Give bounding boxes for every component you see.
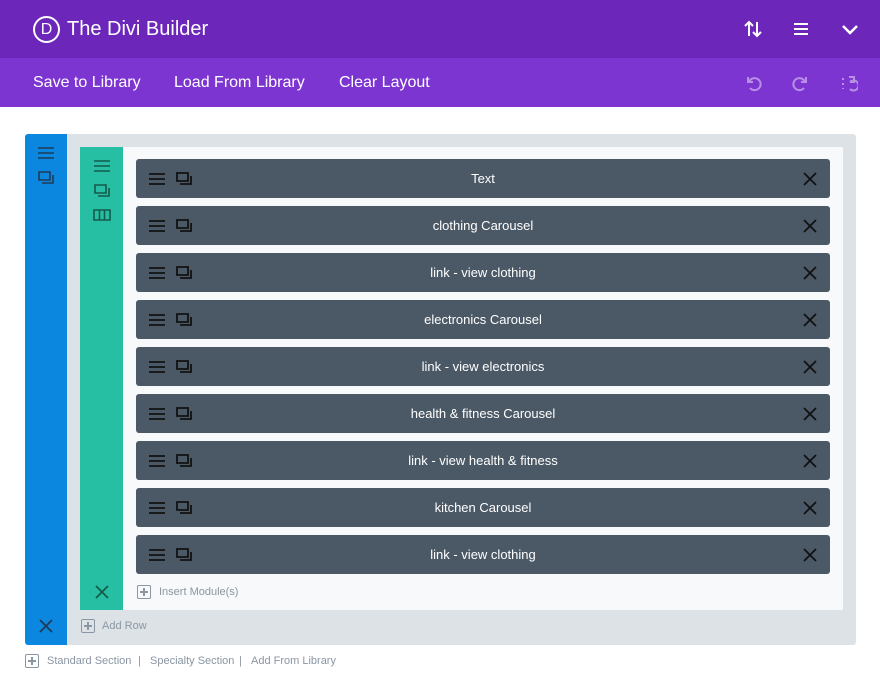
- drag-menu-icon[interactable]: [148, 546, 166, 564]
- module-item[interactable]: link - view electronics: [136, 347, 830, 386]
- module-item[interactable]: clothing Carousel: [136, 206, 830, 245]
- add-from-library-link[interactable]: Add From Library: [251, 655, 336, 667]
- drag-menu-icon[interactable]: [148, 499, 166, 517]
- drag-menu-icon[interactable]: [148, 405, 166, 423]
- row-handle[interactable]: [80, 147, 123, 610]
- duplicate-icon[interactable]: [93, 182, 111, 200]
- duplicate-icon[interactable]: [175, 358, 193, 376]
- module-label: kitchen Carousel: [434, 500, 532, 515]
- close-icon[interactable]: [801, 499, 819, 517]
- history-icon[interactable]: [840, 74, 858, 92]
- close-icon[interactable]: [801, 264, 819, 282]
- drag-menu-icon[interactable]: [148, 217, 166, 235]
- add-row-plus-icon[interactable]: [81, 619, 95, 633]
- standard-section-link[interactable]: Standard Section: [47, 655, 132, 667]
- module-label: link - view clothing: [430, 265, 536, 280]
- drag-menu-icon[interactable]: [148, 358, 166, 376]
- module-item[interactable]: link - view clothing: [136, 253, 830, 292]
- duplicate-icon[interactable]: [175, 217, 193, 235]
- delete-section-icon[interactable]: [37, 617, 55, 635]
- module-label: link - view health & fitness: [408, 453, 558, 468]
- drag-menu-icon[interactable]: [93, 157, 111, 175]
- specialty-section-link[interactable]: Specialty Section: [150, 655, 235, 667]
- add-section-plus-icon[interactable]: [25, 654, 39, 668]
- drag-menu-icon[interactable]: [148, 452, 166, 470]
- separator: |: [138, 655, 141, 667]
- row: Text clothing Carousel link - view cloth…: [80, 147, 843, 610]
- drag-menu-icon[interactable]: [148, 170, 166, 188]
- module-item[interactable]: link - view clothing: [136, 535, 830, 574]
- close-icon[interactable]: [801, 170, 819, 188]
- module-label: link - view clothing: [430, 547, 536, 562]
- section: Text clothing Carousel link - view cloth…: [25, 134, 856, 645]
- module-item[interactable]: health & fitness Carousel: [136, 394, 830, 433]
- builder-header: D The Divi Builder: [0, 0, 880, 58]
- duplicate-icon[interactable]: [175, 311, 193, 329]
- redo-icon[interactable]: [792, 74, 810, 92]
- module-item[interactable]: link - view health & fitness: [136, 441, 830, 480]
- menu-icon[interactable]: [790, 18, 812, 40]
- drag-menu-icon[interactable]: [148, 264, 166, 282]
- add-row-link[interactable]: Add Row: [102, 620, 147, 632]
- close-icon[interactable]: [801, 546, 819, 564]
- section-handle[interactable]: [25, 134, 67, 645]
- save-to-library-button[interactable]: Save to Library: [33, 74, 141, 91]
- module-item[interactable]: Text: [136, 159, 830, 198]
- chevron-down-icon[interactable]: [839, 18, 861, 40]
- delete-row-icon[interactable]: [93, 583, 111, 601]
- app-title: The Divi Builder: [67, 18, 209, 40]
- module-label: health & fitness Carousel: [410, 406, 556, 421]
- module-item[interactable]: kitchen Carousel: [136, 488, 830, 527]
- module-item[interactable]: electronics Carousel: [136, 300, 830, 339]
- insert-module-plus-icon[interactable]: [137, 585, 151, 599]
- separator: |: [239, 655, 242, 667]
- insert-module-link[interactable]: Insert Module(s): [159, 586, 239, 598]
- close-icon[interactable]: [801, 217, 819, 235]
- sort-arrows-icon[interactable]: [742, 18, 764, 40]
- duplicate-icon[interactable]: [175, 546, 193, 564]
- duplicate-icon[interactable]: [175, 452, 193, 470]
- columns-icon[interactable]: [93, 206, 111, 224]
- close-icon[interactable]: [801, 405, 819, 423]
- drag-menu-icon[interactable]: [148, 311, 166, 329]
- builder-toolbar: Save to Library Load From Library Clear …: [0, 58, 880, 107]
- close-icon[interactable]: [801, 311, 819, 329]
- clear-layout-button[interactable]: Clear Layout: [339, 74, 430, 91]
- module-label: link - view electronics: [421, 359, 545, 374]
- undo-icon[interactable]: [744, 74, 762, 92]
- close-icon[interactable]: [801, 452, 819, 470]
- duplicate-icon[interactable]: [175, 499, 193, 517]
- duplicate-icon[interactable]: [175, 264, 193, 282]
- module-label: Text: [471, 171, 495, 186]
- module-label: electronics Carousel: [424, 312, 542, 327]
- divi-logo: D: [33, 16, 60, 43]
- duplicate-icon[interactable]: [175, 405, 193, 423]
- duplicate-icon[interactable]: [175, 170, 193, 188]
- load-from-library-button[interactable]: Load From Library: [174, 74, 305, 91]
- module-label: clothing Carousel: [432, 218, 534, 233]
- drag-menu-icon[interactable]: [37, 144, 55, 162]
- close-icon[interactable]: [801, 358, 819, 376]
- duplicate-icon[interactable]: [37, 169, 55, 187]
